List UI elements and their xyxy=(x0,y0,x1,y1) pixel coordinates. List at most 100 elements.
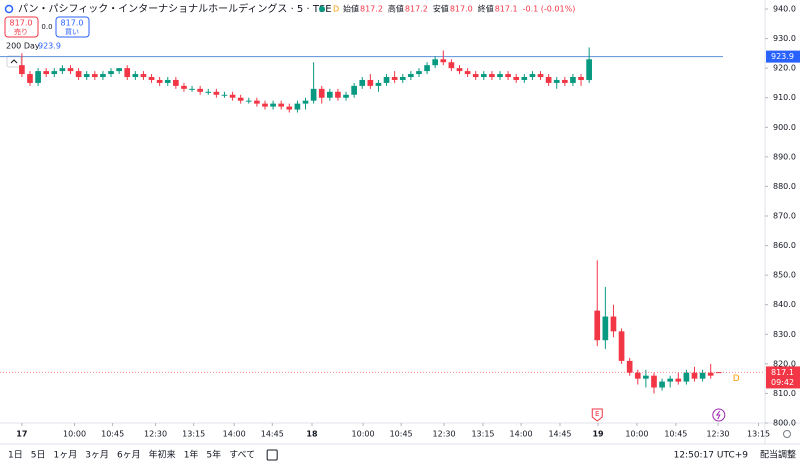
split-icon xyxy=(715,410,721,420)
range-button[interactable]: 年初来 xyxy=(149,449,176,461)
candle-body xyxy=(715,372,722,374)
candle-body xyxy=(659,381,665,388)
earnings-marker[interactable] xyxy=(591,408,603,422)
candle-body xyxy=(440,59,447,63)
candle-body xyxy=(456,68,463,72)
x-tick-label: 10:00 xyxy=(625,430,648,439)
candle-body xyxy=(43,71,50,75)
candle-body xyxy=(570,77,576,83)
x-tick-label: 10:45 xyxy=(390,430,413,439)
candle-body xyxy=(326,91,333,98)
ohlc-high-label: 高値 xyxy=(388,4,404,14)
candle-body xyxy=(545,77,552,83)
candle-body xyxy=(480,74,487,78)
sell-button[interactable] xyxy=(4,16,39,38)
y-tick-label: 910.0 xyxy=(773,93,796,102)
ohlc-low-label: 安値 xyxy=(433,4,449,14)
buy-button[interactable] xyxy=(55,16,90,38)
candle-body xyxy=(189,88,195,90)
ohlc-change: -0.1 (-0.01%) xyxy=(523,5,576,14)
candle-body xyxy=(375,82,382,86)
candle-body xyxy=(156,79,163,83)
clock: 12:50:17 UTC+9 xyxy=(674,451,749,461)
candle-body xyxy=(594,310,601,341)
y-tick-label: 800.0 xyxy=(773,419,796,428)
x-tick-label: 12:30 xyxy=(144,430,167,439)
candle-body xyxy=(197,88,204,92)
ohlc-open-label: 始値 xyxy=(343,4,359,14)
candle-body xyxy=(578,77,584,80)
candle-body xyxy=(100,74,106,78)
x-tick-label: 14:45 xyxy=(548,430,571,439)
candle-body xyxy=(399,77,406,80)
range-button[interactable]: 6ヶ月 xyxy=(117,450,141,461)
y-tick-label: 840.0 xyxy=(773,300,796,309)
range-button[interactable]: 5日 xyxy=(31,450,46,461)
candle-body xyxy=(448,62,455,69)
date-range-icon[interactable] xyxy=(266,449,278,461)
candle-body xyxy=(626,360,633,373)
range-button[interactable]: 1ヶ月 xyxy=(53,450,77,461)
candle-body xyxy=(691,372,698,379)
candle-body xyxy=(497,74,503,78)
candle-body xyxy=(513,77,520,80)
y-tick-label: 820.0 xyxy=(773,359,796,368)
collapse-button[interactable] xyxy=(6,55,22,68)
candle-body xyxy=(351,85,357,95)
candle-body xyxy=(75,71,82,78)
candle-body xyxy=(59,68,66,72)
candle-body xyxy=(586,59,592,80)
candle-body xyxy=(707,372,714,376)
candle-body xyxy=(610,316,617,332)
x-tick-label: 19 xyxy=(592,430,604,439)
candle-body xyxy=(634,372,641,379)
candle-body xyxy=(286,106,293,110)
candle-body xyxy=(124,68,131,78)
y-tick-label: 860.0 xyxy=(773,241,796,250)
ohlc-close: 817.1 xyxy=(495,5,518,14)
dividend-marker: D xyxy=(333,5,339,14)
buy-label: 買い xyxy=(65,28,79,36)
x-tick-label: 14:00 xyxy=(510,430,533,439)
settings-icon[interactable] xyxy=(783,430,791,438)
range-button[interactable]: すべて xyxy=(229,450,255,461)
y-tick-label: 920.0 xyxy=(773,64,796,73)
ma-price-label: 923.9 xyxy=(771,52,794,61)
candle-body xyxy=(537,74,544,78)
plot: 800.0 810.0 820.0 830.0 840.0 850.0 860.0 870.0… xyxy=(0,5,800,439)
status-dot xyxy=(319,6,325,12)
candle-body xyxy=(148,77,155,80)
dividend-adjust[interactable]: 配当調整 xyxy=(760,449,796,461)
sell-label: 売り xyxy=(14,27,28,36)
candle-body xyxy=(464,71,471,75)
y-tick-label: 870.0 xyxy=(773,212,796,221)
candle-body xyxy=(432,59,439,66)
symbol-icon xyxy=(4,4,14,14)
range-button[interactable]: 5年 xyxy=(206,449,221,461)
range-button[interactable]: 1日 xyxy=(8,450,23,461)
candle-body xyxy=(229,94,236,98)
candle-body xyxy=(108,71,114,75)
candle-body xyxy=(408,74,414,78)
candle-body xyxy=(221,94,228,96)
y-tick-label: 940.0 xyxy=(773,5,796,14)
candle-body xyxy=(116,68,122,72)
candle-body xyxy=(51,71,58,75)
candle-body xyxy=(19,65,25,75)
range-button[interactable]: 3ヶ月 xyxy=(85,450,109,461)
x-tick-label: 17 xyxy=(16,430,27,439)
y-tick-label: 900.0 xyxy=(773,123,796,132)
range-button[interactable]: 1年 xyxy=(184,449,199,461)
sell-price: 817.0 xyxy=(10,19,33,28)
candle-body xyxy=(213,91,220,95)
x-tick-label: 12:30 xyxy=(433,430,456,439)
candle-body xyxy=(651,375,657,388)
x-tick-label: 14:45 xyxy=(261,430,284,439)
candle-body xyxy=(359,79,366,86)
countdown: 09:42 xyxy=(771,378,794,387)
spread: 0.0 xyxy=(41,23,52,31)
candle-body xyxy=(205,91,212,93)
ma-price-tag xyxy=(766,50,800,63)
candle-body xyxy=(132,74,139,78)
ohlc-close-label: 終値 xyxy=(478,4,494,14)
